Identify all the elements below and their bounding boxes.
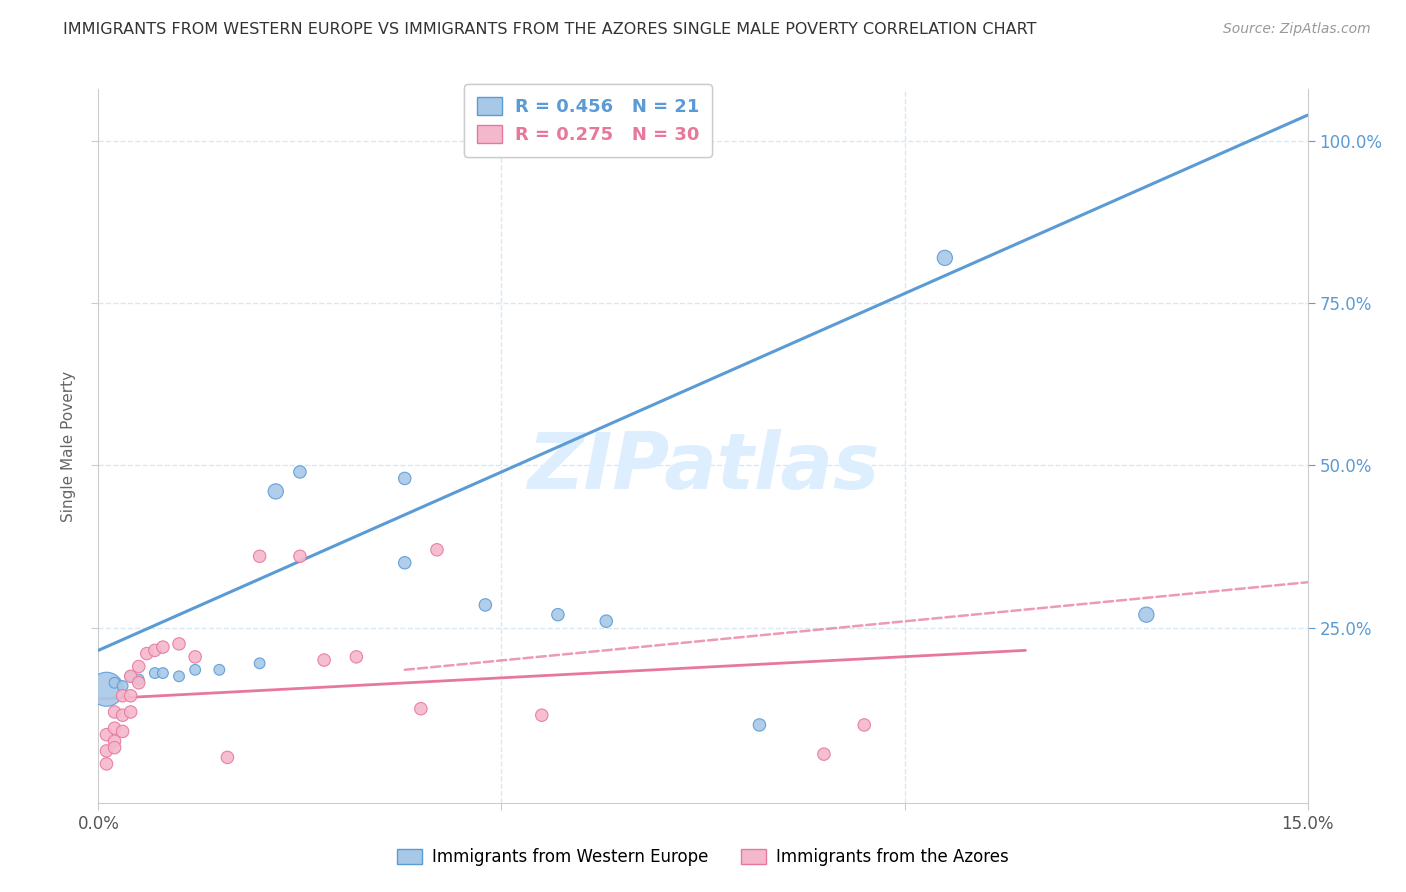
Point [96, 728, 118, 742]
Point [530, 708, 553, 723]
Point [288, 549, 311, 564]
Point [103, 721, 125, 735]
Point [120, 689, 142, 703]
Text: IMMIGRANTS FROM WESTERN EUROPE VS IMMIGRANTS FROM THE AZORES SINGLE MALE POVERTY: IMMIGRANTS FROM WESTERN EUROPE VS IMMIGR… [63, 22, 1036, 37]
Text: Source: ZipAtlas.com: Source: ZipAtlas.com [1223, 22, 1371, 37]
Point [111, 689, 134, 703]
Point [748, 718, 770, 732]
Point [111, 679, 134, 693]
Point [217, 750, 239, 764]
Point [96, 756, 118, 771]
Point [103, 675, 125, 690]
Point [813, 747, 835, 761]
Point [152, 640, 174, 654]
Point [120, 669, 142, 683]
Point [152, 666, 174, 681]
Point [96, 682, 118, 697]
Point [143, 643, 166, 657]
Point [264, 484, 287, 499]
Point [120, 669, 142, 683]
Point [167, 637, 190, 651]
Point [344, 649, 367, 664]
Legend: Immigrants from Western Europe, Immigrants from the Azores: Immigrants from Western Europe, Immigran… [389, 842, 1017, 873]
Point [314, 653, 336, 667]
Point [288, 465, 311, 479]
Point [135, 647, 157, 661]
Point [111, 724, 134, 739]
Point [96, 744, 118, 758]
Point [120, 705, 142, 719]
Point [1135, 607, 1157, 622]
Point [394, 556, 416, 570]
Point [474, 598, 496, 612]
Point [394, 471, 416, 485]
Point [409, 702, 432, 716]
Point [111, 708, 134, 723]
Point [184, 663, 207, 677]
Point [426, 542, 449, 557]
Point [128, 659, 150, 673]
Point [103, 705, 125, 719]
Point [249, 657, 271, 671]
Point [103, 740, 125, 755]
Text: ZIPatlas: ZIPatlas [527, 429, 879, 506]
Point [103, 734, 125, 748]
Point [934, 251, 956, 265]
Point [128, 675, 150, 690]
Y-axis label: Single Male Poverty: Single Male Poverty [60, 370, 76, 522]
Point [184, 649, 207, 664]
Point [595, 614, 617, 628]
Point [128, 673, 150, 687]
Point [547, 607, 569, 622]
Point [167, 669, 190, 683]
Point [853, 718, 876, 732]
Point [249, 549, 271, 564]
Point [208, 663, 231, 677]
Point [143, 666, 166, 681]
